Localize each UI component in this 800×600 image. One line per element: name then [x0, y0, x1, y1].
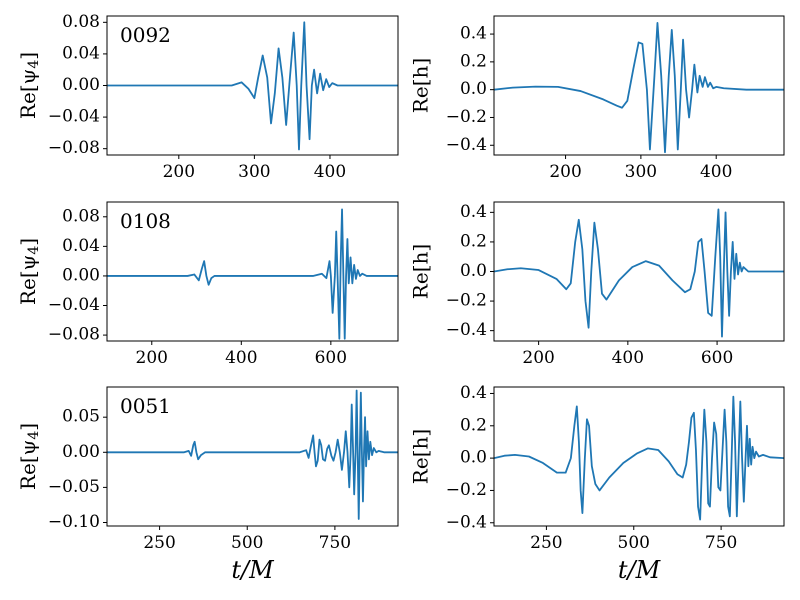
panel-0-1: 200 300 400 0.4 0.2 0.0 −0.2 −0.4 Re[h] [409, 15, 785, 182]
x-tick-label: 300 [625, 162, 657, 182]
x-tick-label: 750 [319, 533, 351, 553]
y-tick-label: 0.00 [62, 265, 100, 285]
y-tick-label: −0.04 [48, 107, 100, 127]
y-axis-label: Re[ψ4] [16, 238, 43, 305]
y-tick-label: 0.0 [460, 261, 487, 281]
y-tick-label: 0.04 [62, 43, 100, 63]
x-tick-label: 200 [549, 162, 581, 182]
y-axis-label: Re[ψ4] [16, 52, 43, 119]
x-axis-label: t/M [231, 556, 275, 584]
series-line [107, 21, 398, 151]
y-tick-label: 0.00 [62, 442, 100, 462]
panel-2-0: 250 500 750 0.05 0.00 −0.05 −0.10 Re[ψ4] 0051 t/M [16, 386, 399, 584]
y-axis-label: Re[ψ4] [16, 423, 43, 490]
y-tick-label: −0.05 [48, 477, 100, 497]
x-tick-label: 400 [314, 162, 346, 182]
y-axis-label: Re[h] [409, 429, 433, 484]
y-tick-label: 0.4 [460, 202, 487, 222]
x-tick-label: 500 [618, 533, 650, 553]
y-tick-label: −0.08 [48, 325, 100, 345]
y-tick-label: 0.2 [460, 415, 487, 435]
panel-1-1: 200 400 600 0.4 0.2 0.0 −0.2 −0.4 Re[h] [409, 201, 785, 368]
y-tick-label: 0.08 [62, 12, 100, 32]
y-tick-label: 0.2 [460, 231, 487, 251]
series-line [494, 22, 784, 154]
y-tick-label: −0.04 [48, 295, 100, 315]
series-line [107, 389, 398, 520]
axes-frame [493, 15, 785, 156]
x-tick-label: 250 [530, 533, 562, 553]
x-tick-label: 300 [238, 162, 270, 182]
y-axis-label: Re[h] [409, 244, 433, 299]
x-tick-label: 400 [700, 162, 732, 182]
y-axis-label: Re[h] [409, 58, 433, 113]
x-tick-label: 600 [701, 348, 733, 368]
x-tick-label: 200 [163, 162, 195, 182]
y-tick-label: 0.2 [460, 51, 487, 71]
x-tick-label: 400 [612, 348, 644, 368]
x-tick-label: 500 [231, 533, 263, 553]
y-tick-label: −0.2 [446, 291, 487, 311]
x-tick-label: 600 [315, 348, 347, 368]
panel-2-1: 250 500 750 0.4 0.2 0.0 −0.2 −0.4 Re[h] t/M [409, 383, 785, 584]
y-tick-label: 0.00 [62, 75, 100, 95]
y-tick-label: 0.0 [460, 79, 487, 99]
y-tick-label: 0.05 [62, 407, 100, 427]
x-tick-label: 400 [225, 348, 257, 368]
y-tick-label: 0.04 [62, 236, 100, 256]
x-axis-label: t/M [618, 556, 662, 584]
y-tick-label: −0.4 [446, 512, 487, 532]
panel-annotation: 0051 [120, 394, 171, 418]
x-tick-label: 200 [136, 348, 168, 368]
y-tick-label: −0.08 [48, 138, 100, 158]
x-tick-label: 200 [522, 348, 554, 368]
panel-annotation: 0108 [120, 209, 171, 233]
panel-annotation: 0092 [120, 23, 171, 47]
axes-frame [493, 386, 785, 527]
y-tick-label: 0.4 [460, 383, 487, 403]
y-tick-label: −0.4 [446, 135, 487, 155]
series-line [494, 208, 784, 338]
y-tick-label: 0.4 [460, 24, 487, 44]
series-line [494, 395, 784, 521]
x-tick-label: 250 [143, 533, 175, 553]
y-tick-label: −0.4 [446, 320, 487, 340]
x-tick-label: 750 [705, 533, 737, 553]
y-tick-label: −0.10 [48, 512, 100, 532]
axes-frame [493, 201, 785, 342]
y-tick-label: 0.08 [62, 206, 100, 226]
axes-frame [106, 386, 399, 527]
y-tick-label: −0.2 [446, 480, 487, 500]
y-tick-label: −0.2 [446, 107, 487, 127]
y-tick-label: 0.0 [460, 448, 487, 468]
series-line [107, 208, 398, 340]
axes-frame [106, 201, 399, 342]
